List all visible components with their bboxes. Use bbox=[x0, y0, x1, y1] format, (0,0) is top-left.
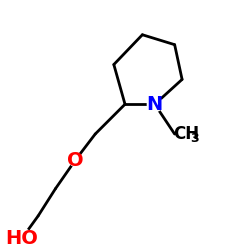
Text: CH: CH bbox=[174, 125, 200, 143]
Circle shape bbox=[147, 97, 162, 112]
Text: N: N bbox=[147, 95, 163, 114]
Circle shape bbox=[12, 228, 32, 248]
Text: 3: 3 bbox=[190, 132, 199, 145]
Text: O: O bbox=[67, 150, 84, 170]
Text: HO: HO bbox=[6, 229, 38, 248]
Circle shape bbox=[69, 154, 82, 166]
